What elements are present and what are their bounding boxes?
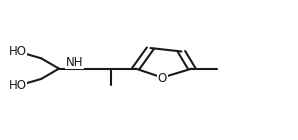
Text: HO: HO	[9, 45, 27, 58]
Text: O: O	[158, 72, 167, 85]
Text: NH: NH	[66, 56, 83, 69]
Text: HO: HO	[9, 79, 27, 92]
